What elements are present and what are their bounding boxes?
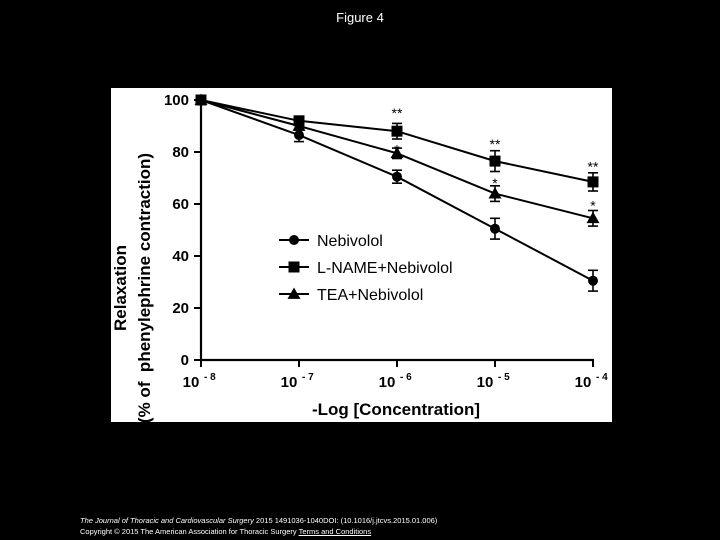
data-point bbox=[588, 275, 598, 286]
legend-marker bbox=[288, 261, 300, 273]
legend-marker bbox=[289, 235, 299, 245]
y-tick-label: 100 bbox=[164, 92, 189, 109]
x-tick-exponent: - 7 bbox=[302, 372, 314, 383]
y-tick-label: 40 bbox=[172, 248, 189, 265]
citation: The Journal of Thoracic and Cardiovascul… bbox=[80, 515, 640, 537]
data-point bbox=[294, 130, 304, 141]
data-point bbox=[587, 176, 599, 188]
significance-marker: * bbox=[590, 197, 596, 213]
x-tick-exponent: - 6 bbox=[400, 372, 412, 383]
y-tick-label: 60 bbox=[172, 196, 189, 213]
terms-link[interactable]: Terms and Conditions bbox=[298, 527, 372, 536]
slide-title: Figure 4 bbox=[336, 10, 384, 25]
significance-marker: * bbox=[394, 141, 400, 157]
chart: Relaxation (% of phenylephrine contracti… bbox=[111, 92, 608, 422]
copyright-text: Copyright © 2015 The American Associatio… bbox=[80, 527, 299, 536]
annotation-layer: *** ****** bbox=[392, 105, 599, 213]
citation-doi: 2015 1491036-1040DOI: (10.1016/j.jtcvs.2… bbox=[253, 516, 438, 525]
y-tick-label: 80 bbox=[172, 144, 189, 161]
x-tick-exponent: - 4 bbox=[596, 372, 608, 383]
data-point bbox=[392, 171, 402, 182]
data-point bbox=[490, 223, 500, 234]
legend-label: TEA+Nebivolol bbox=[317, 287, 423, 304]
x-tick-label: 10 bbox=[477, 374, 494, 391]
journal-name: The Journal of Thoracic and Cardiovascul… bbox=[80, 516, 254, 525]
series-triangle bbox=[194, 93, 600, 227]
legend: Nebivolol L-NAME+Nebivolol TEA+Nebivolol bbox=[279, 233, 453, 304]
data-point bbox=[194, 93, 208, 105]
x-tick-exponent: - 8 bbox=[204, 372, 216, 383]
y-axis-label: Relaxation (% of phenylephrine contracti… bbox=[111, 153, 154, 422]
x-tick-label: 10 bbox=[281, 374, 298, 391]
figure-panel: Relaxation (% of phenylephrine contracti… bbox=[111, 88, 612, 422]
significance-marker: ** bbox=[392, 105, 403, 121]
data-point bbox=[391, 125, 403, 137]
citation-line-1: The Journal of Thoracic and Cardiovascul… bbox=[80, 515, 640, 526]
x-tick-label: 10 bbox=[575, 374, 592, 391]
y-axis-label-line2: (% of phenylephrine contraction) bbox=[135, 153, 154, 422]
x-axis-label: -Log [Concentration] bbox=[312, 400, 480, 419]
legend-label: Nebivolol bbox=[317, 233, 383, 250]
legend-marker bbox=[287, 287, 301, 299]
x-tick-label: 10 bbox=[379, 374, 396, 391]
x-tick-label: 10 bbox=[183, 374, 200, 391]
data-point bbox=[292, 119, 306, 131]
x-tick-exponent: - 5 bbox=[498, 372, 510, 383]
data-point bbox=[489, 155, 501, 167]
data-point bbox=[586, 211, 600, 224]
significance-marker: ** bbox=[588, 158, 599, 174]
data-point bbox=[488, 187, 502, 199]
citation-line-2: Copyright © 2015 The American Associatio… bbox=[80, 526, 640, 537]
significance-marker: * bbox=[492, 175, 498, 191]
axes: 0 20 40 60 80 100 10 - 8 10 - 7 10 - 6 10 - 5 10 - 4 bbox=[164, 92, 608, 391]
significance-marker: ** bbox=[490, 136, 501, 152]
legend-label: L-NAME+Nebivolol bbox=[317, 260, 453, 277]
y-tick-label: 0 bbox=[181, 352, 189, 369]
data-point bbox=[390, 146, 404, 159]
series-layer bbox=[194, 93, 600, 292]
y-tick-label: 20 bbox=[172, 300, 189, 317]
y-axis-label-line1: Relaxation bbox=[111, 245, 130, 331]
